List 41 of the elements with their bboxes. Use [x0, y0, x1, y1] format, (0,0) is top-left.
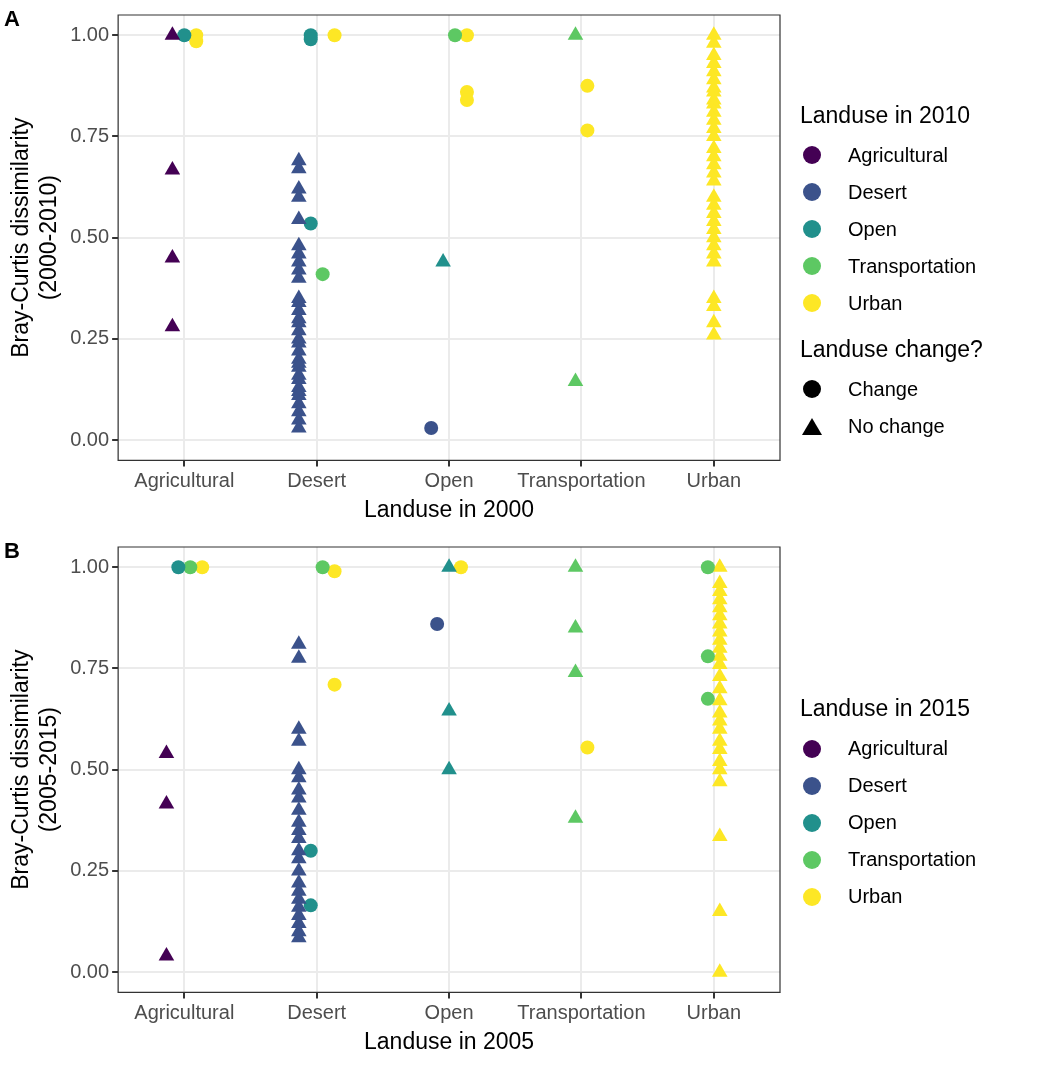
x-tick-label: Desert [287, 1000, 347, 1023]
x-tick-label: Agricultural [134, 468, 235, 491]
chart-title: A [4, 5, 20, 31]
legend-label: Desert [848, 180, 907, 204]
x-tick-label: Open [424, 468, 474, 491]
legend-label: Urban [848, 291, 903, 315]
text: Change [848, 377, 919, 401]
legend-label: Agricultural [848, 143, 949, 167]
y-tick-label: 0.00 [70, 427, 110, 450]
text: Landuse in 2010 [800, 101, 971, 128]
legend-label: Transportation [848, 848, 977, 871]
x-tick-label: Urban [686, 468, 742, 491]
y-tick-label: 0.25 [70, 326, 110, 349]
legend-label: Transportation [848, 254, 977, 278]
y-axis-title: Bray-Curtis dissimilarity (2000-2010) [7, 117, 61, 358]
legend-label: Open [848, 217, 897, 241]
legend-label: Urban [848, 885, 903, 908]
y-axis-title: Bray-Curtis dissimilarity (2005-2015) [7, 649, 61, 890]
x-tick-label: Agricultural [134, 1000, 235, 1023]
legend-title: Landuse in 2015 [800, 695, 972, 722]
legend-label: Agricultural [848, 737, 949, 760]
x-tick-label: Transportation [517, 1000, 646, 1023]
legend-label: Open [848, 811, 897, 834]
y-tick-label: 0.75 [70, 655, 110, 678]
y-tick-label: 0.75 [70, 123, 110, 146]
legend-label: Desert [848, 774, 907, 797]
chart-title: B [4, 537, 20, 563]
text: No change [848, 414, 945, 438]
x-axis-title: Landuse in 2000 [364, 495, 535, 522]
x-tick-label: Open [424, 1000, 474, 1023]
y-tick-label: 0.25 [70, 858, 110, 881]
y-tick-label: 0.00 [70, 959, 110, 982]
y-tick-label: 1.00 [70, 554, 110, 577]
text: Landuse change? [800, 335, 983, 362]
x-tick-label: Transportation [517, 468, 646, 491]
y-tick-label: 0.50 [70, 757, 110, 780]
x-tick-label: Urban [686, 1000, 742, 1023]
y-tick-label: 1.00 [70, 22, 110, 45]
x-tick-label: Desert [287, 468, 347, 491]
y-tick-label: 0.50 [70, 225, 110, 248]
x-axis-title: Landuse in 2005 [364, 1027, 535, 1054]
